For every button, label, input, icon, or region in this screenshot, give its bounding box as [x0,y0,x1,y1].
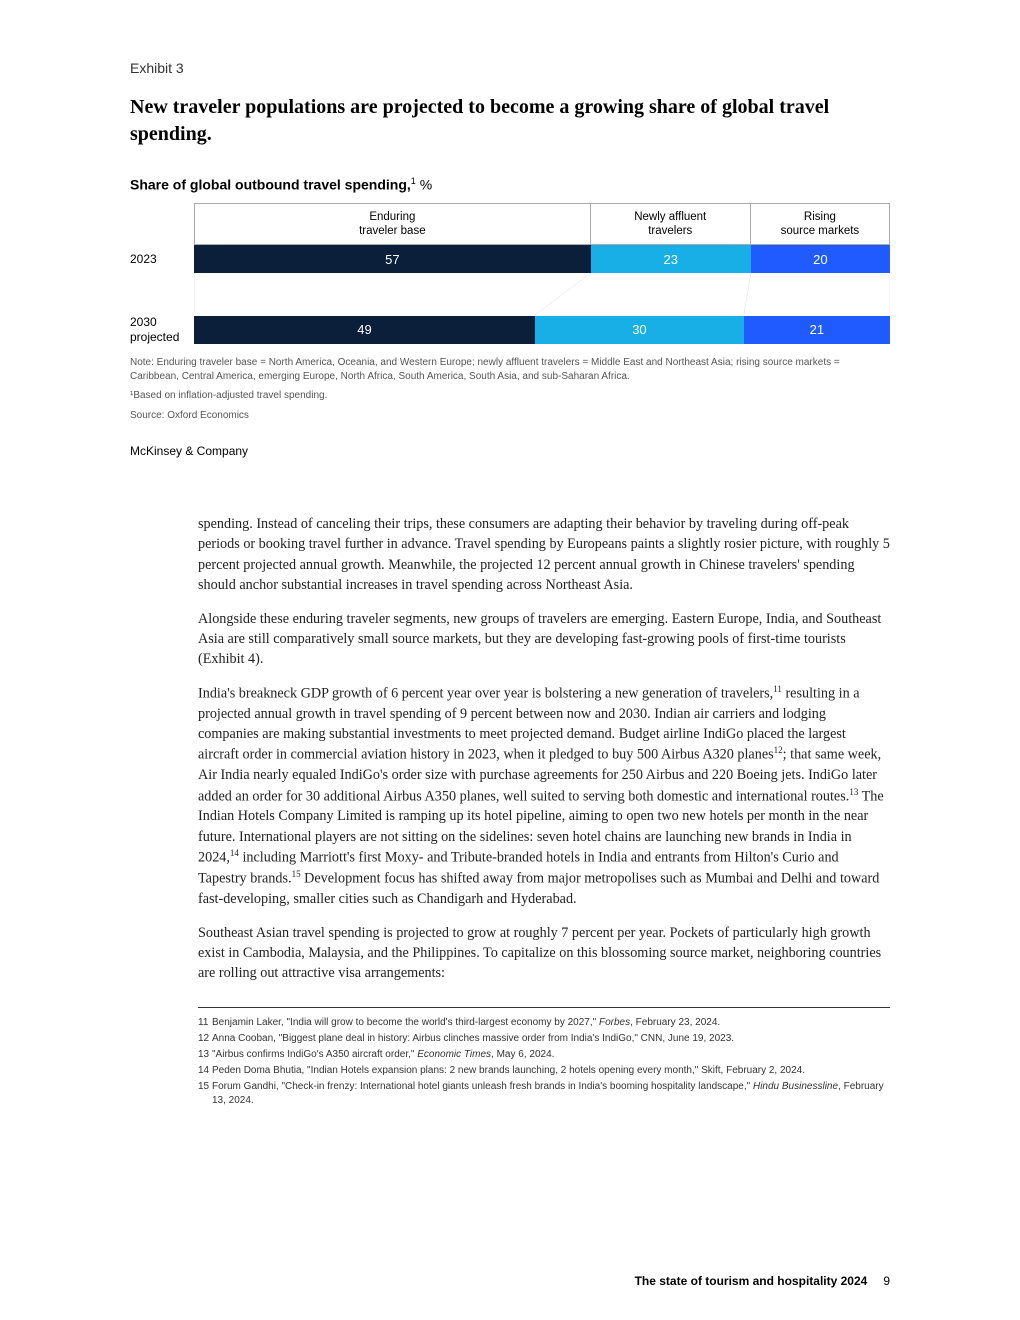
page-footer: The state of tourism and hospitality 202… [635,1274,890,1288]
sup-15: 15 [292,869,301,879]
fn-num-15: 15 [198,1080,212,1108]
bar-seg-0-2: 20 [751,245,890,273]
fn-11a: Benjamin Laker, "India will grow to beco… [212,1017,599,1028]
fn-15: 15Forum Gandhi, "Check-in frenzy: Intern… [198,1080,890,1108]
chart-header-2: Risingsource markets [751,203,890,246]
fn-13b: , May 6, 2024. [491,1049,554,1060]
fn-11i: Forbes [599,1017,630,1028]
exhibit-title: New traveler populations are projected t… [130,94,890,148]
fn-14: 14Peden Doma Bhutia, "Indian Hotels expa… [198,1064,890,1078]
fn-num-14: 14 [198,1064,212,1078]
bar-seg-1-0: 49 [194,316,535,344]
chart-source: Source: Oxford Economics [130,409,890,423]
sup-12: 12 [774,745,783,755]
fn-11: 11Benjamin Laker, "India will grow to be… [198,1016,890,1030]
bar-connectors [194,273,890,315]
para-3: India's breakneck GDP growth of 6 percen… [198,683,890,908]
chart-title-bold: Share of global outbound travel spending… [130,177,411,193]
fn-11b: , February 23, 2024. [630,1017,720,1028]
bar-track-2023: 572320 [194,245,890,273]
bar-seg-1-2: 21 [744,316,890,344]
chart-header-row: Enduringtraveler baseNewly affluenttrave… [130,203,890,246]
sup-14: 14 [230,848,239,858]
fn-12t: Anna Cooban, "Biggest plane deal in hist… [212,1032,734,1046]
bar-label-2023: 2023 [130,252,194,266]
sup-11: 11 [773,684,782,694]
para-4: Southeast Asian travel spending is proje… [198,923,890,983]
fn-num-13: 13 [198,1048,212,1062]
bar-track-2030: 493021 [194,316,890,344]
brand-label: McKinsey & Company [130,444,890,458]
fn-15i: Hindu Businessline [753,1081,838,1092]
chart-header-0: Enduringtraveler base [194,203,591,246]
fn-13: 13"Airbus confirms IndiGo's A350 aircraf… [198,1048,890,1062]
bar-label-2030: 2030projected [130,315,194,344]
bar-seg-0-0: 57 [194,245,591,273]
footnote-rule [198,1007,890,1008]
stacked-bar-chart: Enduringtraveler baseNewly affluenttrave… [130,203,890,345]
bar-row-2030: 2030projected 493021 [130,315,890,344]
footer-title: The state of tourism and hospitality 202… [635,1274,868,1288]
body-copy: spending. Instead of canceling their tri… [198,514,890,983]
fn-num-11: 11 [198,1016,212,1030]
exhibit-label: Exhibit 3 [130,60,890,76]
chart-header-spacer [130,203,194,246]
fn-13i: Economic Times [417,1049,491,1060]
chart-header-1: Newly affluenttravelers [591,203,751,246]
page-number: 9 [883,1274,890,1288]
fn-14t: Peden Doma Bhutia, "Indian Hotels expans… [212,1064,805,1078]
bar-seg-0-1: 23 [591,245,751,273]
fn-num-12: 12 [198,1032,212,1046]
bar-seg-1-1: 30 [535,316,744,344]
p3f: Development focus has shifted away from … [198,870,879,906]
footnotes: 11Benjamin Laker, "India will grow to be… [198,1016,890,1108]
para-1: spending. Instead of canceling their tri… [198,514,890,595]
chart-note-2: ¹Based on inflation-adjusted travel spen… [130,389,890,403]
fn-12: 12Anna Cooban, "Biggest plane deal in hi… [198,1032,890,1046]
chart-title-unit: % [416,177,432,193]
fn-15a: Forum Gandhi, "Check-in frenzy: Internat… [212,1081,753,1092]
chart-note: Note: Enduring traveler base = North Ame… [130,356,890,383]
sup-13: 13 [849,787,858,797]
chart-title: Share of global outbound travel spending… [130,176,890,193]
bar-row-2023: 2023 572320 [130,245,890,273]
p3a: India's breakneck GDP growth of 6 percen… [198,686,773,702]
para-2: Alongside these enduring traveler segmen… [198,609,890,669]
fn-13a: "Airbus confirms IndiGo's A350 aircraft … [212,1049,417,1060]
